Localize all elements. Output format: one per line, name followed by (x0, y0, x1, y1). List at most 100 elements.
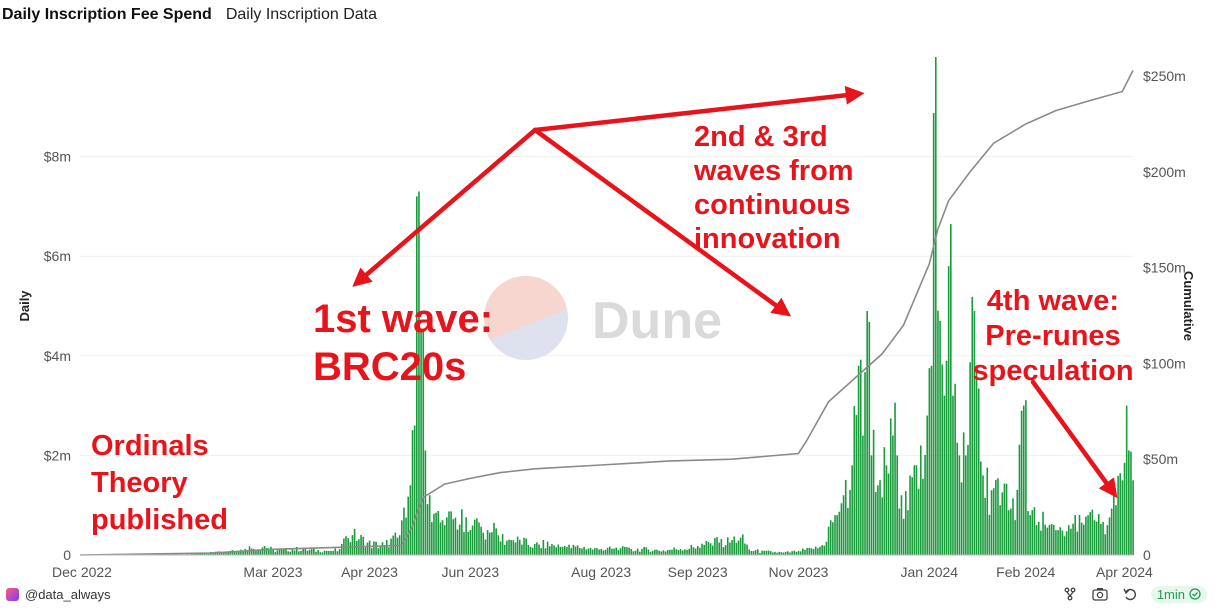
y2-tick-label: $150m (1143, 260, 1186, 276)
daily-bar (898, 508, 901, 555)
daily-bar (529, 546, 532, 555)
daily-bar (741, 534, 744, 555)
daily-bar (493, 522, 495, 555)
tab-daily-inscription-data[interactable]: Daily Inscription Data (225, 6, 377, 23)
daily-bar (242, 551, 244, 555)
y-axis-title: Daily (17, 290, 32, 322)
daily-bar (1052, 524, 1055, 555)
daily-bar (962, 432, 965, 555)
daily-bar (403, 507, 405, 555)
daily-bar (879, 480, 881, 555)
y-tick-label: $2m (44, 447, 71, 463)
daily-bar (319, 552, 322, 555)
author-avatar (6, 588, 19, 601)
daily-bar (295, 546, 298, 555)
daily-bar (484, 539, 487, 555)
daily-bar (1130, 451, 1132, 555)
daily-bar (1104, 534, 1107, 555)
daily-bar (729, 542, 731, 555)
y-tick-label: 0 (63, 547, 71, 563)
daily-bar (797, 551, 800, 555)
daily-bar (379, 546, 382, 555)
daily-bar (812, 549, 815, 555)
fork-icon[interactable] (1061, 585, 1079, 603)
refresh-badge[interactable]: 1min (1150, 585, 1207, 603)
daily-bar (420, 330, 422, 555)
daily-bar (557, 544, 560, 555)
daily-bar (1102, 521, 1104, 555)
daily-bar (469, 530, 472, 555)
daily-bar (836, 515, 838, 555)
daily-bar (969, 362, 971, 555)
camera-icon[interactable] (1091, 585, 1109, 603)
daily-bar (756, 549, 759, 555)
daily-bar (486, 530, 489, 555)
daily-bar (510, 540, 512, 555)
daily-bar (495, 528, 497, 555)
daily-bar (937, 310, 939, 555)
daily-bar (624, 547, 626, 555)
daily-bar (842, 495, 845, 555)
daily-bar (418, 191, 420, 555)
daily-bar (1082, 524, 1085, 555)
daily-bar (731, 540, 733, 555)
daily-bar (246, 551, 249, 555)
y2-tick-label: $250m (1143, 68, 1186, 84)
daily-bar (859, 359, 862, 555)
daily-bar (413, 425, 416, 555)
daily-bar (334, 548, 337, 555)
daily-bar (195, 553, 197, 555)
daily-bar (205, 553, 208, 555)
daily-bar (370, 548, 373, 555)
daily-bar (300, 550, 302, 555)
daily-bar (1074, 515, 1076, 555)
daily-bar (761, 550, 763, 555)
daily-bar (763, 550, 766, 555)
daily-bar (617, 549, 620, 555)
daily-bar (707, 542, 710, 555)
daily-bar (701, 543, 703, 555)
daily-bar (548, 546, 551, 555)
daily-bar (257, 549, 259, 555)
refresh-label: 1min (1156, 586, 1185, 602)
daily-bar (1010, 508, 1012, 555)
daily-bar (514, 542, 517, 555)
daily-bar (819, 546, 821, 555)
daily-bar (298, 551, 300, 555)
daily-bar (947, 266, 950, 555)
daily-bar (458, 524, 461, 555)
daily-bar (1070, 528, 1072, 555)
daily-bar (175, 553, 178, 555)
daily-bar (932, 113, 935, 556)
daily-bar (1001, 492, 1004, 555)
daily-bar (244, 549, 247, 555)
daily-bar (531, 547, 534, 555)
annotation-line: continuous (694, 189, 850, 221)
daily-bar (521, 544, 523, 555)
chart-title: Daily Inscription Fee Spend (2, 6, 212, 23)
daily-bar (568, 544, 570, 555)
daily-bar (383, 545, 386, 555)
daily-bar (482, 532, 485, 555)
daily-bar (716, 537, 718, 555)
daily-bar (394, 532, 397, 555)
daily-bar (677, 550, 680, 555)
daily-bar (711, 545, 714, 555)
undo-icon[interactable] (1121, 585, 1139, 603)
daily-bar (278, 549, 281, 555)
daily-bar (772, 552, 774, 555)
daily-bar (272, 550, 274, 555)
daily-bar (1089, 512, 1092, 555)
annotation-line: innovation (694, 223, 841, 255)
daily-bar (355, 540, 358, 555)
daily-bar (720, 539, 723, 555)
daily-bar (1016, 489, 1019, 555)
daily-bar (829, 520, 832, 555)
daily-bar (804, 549, 806, 555)
author[interactable]: @data_always (6, 587, 110, 602)
daily-bar (954, 383, 956, 555)
daily-bar (1031, 510, 1034, 555)
daily-bar (589, 548, 592, 555)
daily-bar (915, 465, 918, 555)
daily-bar (1061, 530, 1064, 555)
